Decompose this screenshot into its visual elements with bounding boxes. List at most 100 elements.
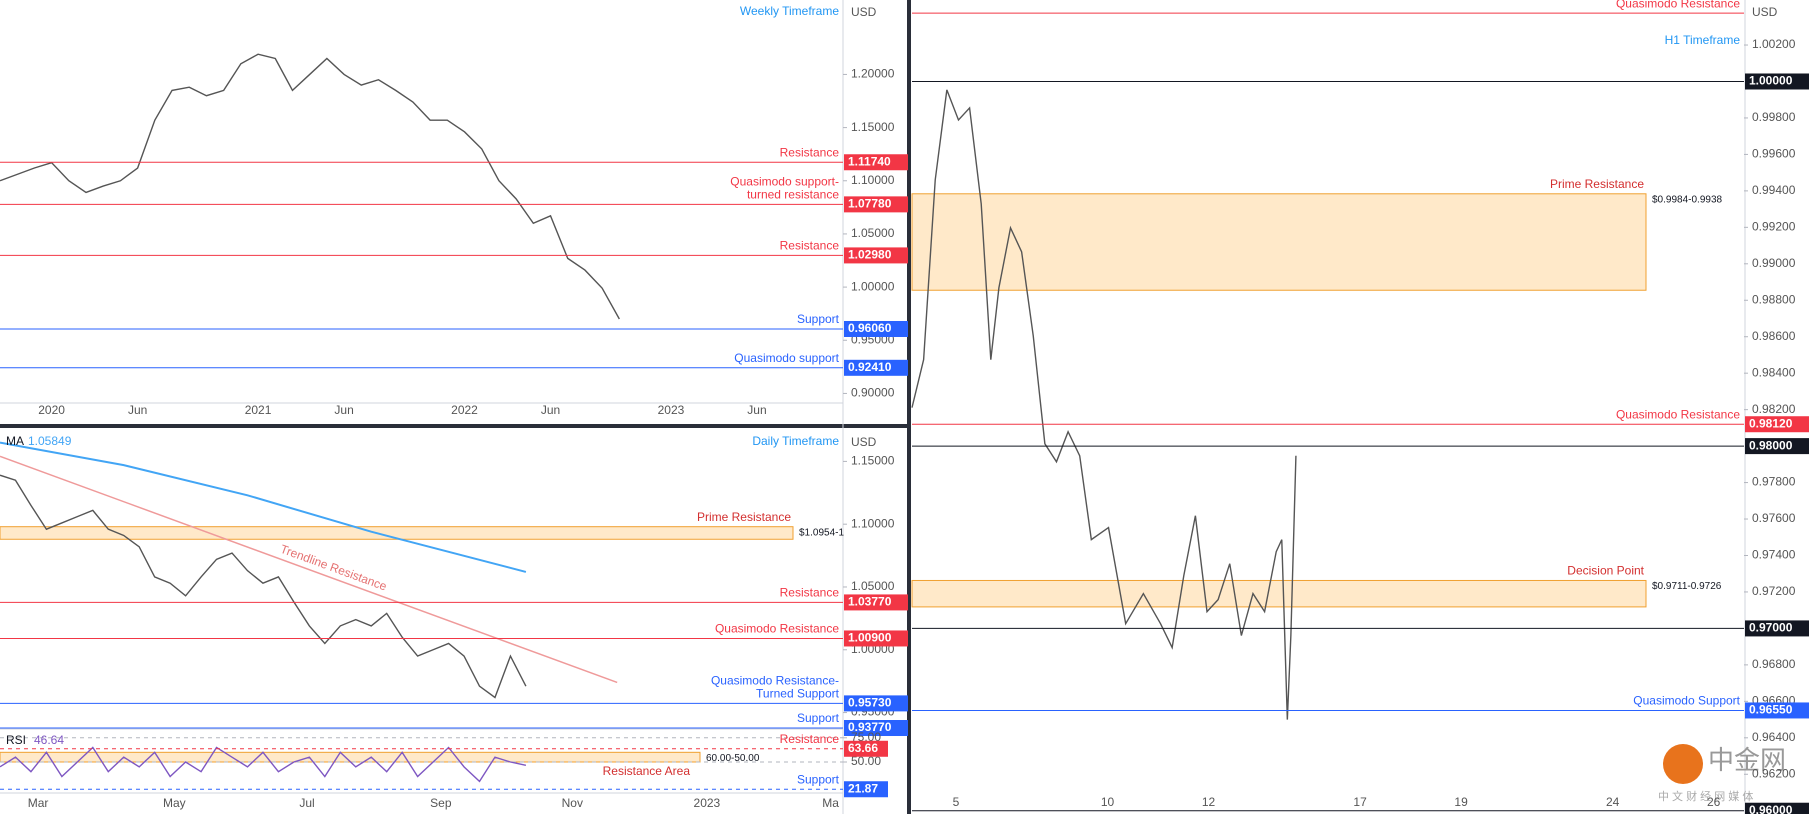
level-label: Turned Support bbox=[756, 687, 840, 701]
currency-label: USD bbox=[851, 5, 877, 19]
level-value-box bbox=[1745, 620, 1809, 637]
y-tick-label: 1.10000 bbox=[851, 173, 895, 187]
level-value-label: 0.96060 bbox=[848, 321, 892, 335]
level-value-box bbox=[844, 359, 908, 376]
x-tick-label: Jun bbox=[334, 403, 353, 417]
y-tick-label: 0.97600 bbox=[1752, 511, 1796, 525]
y-tick-label: 1.15000 bbox=[851, 454, 895, 468]
level-value-box bbox=[1745, 73, 1809, 90]
level-value-label: 0.92410 bbox=[848, 360, 892, 374]
level-label: turned resistance bbox=[747, 188, 839, 202]
level-label: Quasimodo support bbox=[734, 351, 839, 365]
y-tick-label: 0.99800 bbox=[1752, 110, 1796, 124]
x-tick-label: Jul bbox=[299, 796, 314, 810]
level-value-label: 1.00000 bbox=[1749, 74, 1793, 88]
level-label: Quasimodo Resistance bbox=[715, 622, 839, 636]
x-tick-label: 26 bbox=[1707, 795, 1721, 809]
zone-range-label: 60.00-50.00 bbox=[706, 753, 760, 764]
level-value-box bbox=[844, 247, 908, 264]
level-label: Support bbox=[797, 772, 840, 786]
level-label: Support bbox=[797, 312, 840, 326]
y-tick-label: 0.99600 bbox=[1752, 147, 1796, 161]
level-value-label: 0.98000 bbox=[1749, 438, 1793, 452]
zone-range-label: $1.0954-1 bbox=[799, 527, 844, 538]
logo bbox=[1663, 744, 1703, 784]
level-value-label: 0.98120 bbox=[1749, 416, 1793, 430]
level-value-label: 21.87 bbox=[848, 781, 878, 795]
level-value-label: 1.11740 bbox=[848, 154, 891, 168]
panel-title: Daily Timeframe bbox=[752, 434, 839, 448]
x-tick-label: 2022 bbox=[451, 403, 478, 417]
x-tick-label: 2023 bbox=[658, 403, 685, 417]
zone-label: Prime Resistance bbox=[1550, 177, 1644, 191]
y-tick-label: 1.00200 bbox=[1752, 37, 1796, 51]
watermark-subtitle: 中 文 财 经 网 媒 体 bbox=[1658, 789, 1753, 803]
level-value-box bbox=[844, 695, 908, 712]
level-label: Support bbox=[797, 711, 840, 725]
level-value-box bbox=[844, 594, 908, 611]
y-tick-label: 0.98800 bbox=[1752, 292, 1796, 306]
watermark: 中金网 中 文 财 经 网 媒 体 bbox=[1658, 744, 1786, 803]
price-line bbox=[0, 53, 620, 320]
level-value-box bbox=[844, 630, 908, 647]
x-tick-label: May bbox=[163, 796, 186, 810]
level-label: Resistance bbox=[780, 732, 840, 746]
panel-title: H1 Timeframe bbox=[1665, 33, 1741, 47]
x-tick-label: 19 bbox=[1454, 795, 1468, 809]
x-tick-label: Nov bbox=[562, 796, 583, 810]
y-tick-label: 0.98200 bbox=[1752, 402, 1796, 416]
y-tick-label: 0.96800 bbox=[1752, 657, 1796, 671]
level-value-box bbox=[844, 720, 908, 737]
level-label: Quasimodo support- bbox=[730, 175, 839, 189]
x-tick-label: Ma bbox=[822, 796, 839, 810]
level-value-box bbox=[1745, 416, 1809, 433]
ma-line bbox=[0, 441, 527, 573]
level-value-label: 0.95730 bbox=[848, 696, 892, 710]
level-value-label: 1.03770 bbox=[848, 595, 892, 609]
level-label: Resistance bbox=[780, 145, 840, 159]
zone bbox=[911, 193, 1647, 291]
y-tick-label: 0.99000 bbox=[1752, 256, 1796, 270]
currency-label: USD bbox=[1752, 5, 1778, 19]
y-tick-label: 0.98400 bbox=[1752, 365, 1796, 379]
panel-title: Weekly Timeframe bbox=[740, 4, 839, 18]
level-label: Quasimodo Resistance bbox=[1616, 0, 1740, 10]
level-label: Resistance bbox=[780, 586, 840, 600]
y-tick-label: 1.00000 bbox=[851, 279, 895, 293]
indicator-name: RSI bbox=[6, 733, 26, 747]
level-value-box bbox=[1745, 702, 1809, 719]
currency-label: USD bbox=[851, 435, 877, 449]
level-label: Quasimodo Resistance bbox=[1616, 407, 1740, 421]
y-tick-label: 50.00 bbox=[851, 754, 881, 768]
indicator-value: 46.64 bbox=[34, 733, 64, 747]
level-value-box bbox=[844, 320, 908, 337]
zone-label: Resistance Area bbox=[603, 764, 691, 778]
y-tick-label: 1.05000 bbox=[851, 226, 895, 240]
y-tick-label: 0.96400 bbox=[1752, 730, 1796, 744]
x-tick-label: 24 bbox=[1606, 795, 1620, 809]
x-tick-label: 5 bbox=[953, 795, 960, 809]
level-value-box bbox=[1745, 802, 1809, 814]
y-tick-label: 0.90000 bbox=[851, 386, 895, 400]
watermark-title: 中金网 bbox=[1708, 745, 1786, 775]
x-tick-label: 10 bbox=[1101, 795, 1115, 809]
trendline bbox=[0, 455, 618, 684]
x-tick-label: 2023 bbox=[694, 796, 721, 810]
level-label: Resistance bbox=[780, 239, 840, 253]
level-value-box bbox=[1745, 438, 1809, 455]
level-value-box bbox=[844, 740, 888, 757]
x-tick-label: Mar bbox=[28, 796, 49, 810]
zone-range-label: $0.9711-0.9726 bbox=[1652, 581, 1722, 592]
y-tick-label: 0.96200 bbox=[1752, 766, 1796, 780]
y-tick-label: 1.20000 bbox=[851, 67, 895, 81]
x-tick-label: Sep bbox=[430, 796, 452, 810]
x-tick-label: Jun bbox=[747, 403, 766, 417]
zone-range-label: $0.9984-0.9938 bbox=[1652, 194, 1723, 205]
y-tick-label: 0.97400 bbox=[1752, 548, 1796, 562]
y-tick-label: 75.00 bbox=[851, 730, 881, 744]
x-tick-label: Jun bbox=[128, 403, 147, 417]
level-value-box bbox=[844, 154, 908, 171]
x-tick-label: Jun bbox=[541, 403, 560, 417]
